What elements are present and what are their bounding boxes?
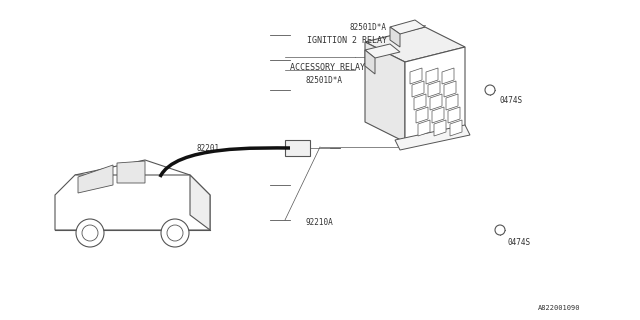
- Polygon shape: [446, 94, 458, 110]
- Polygon shape: [365, 44, 400, 58]
- Polygon shape: [428, 81, 440, 97]
- Polygon shape: [426, 68, 438, 84]
- Text: ACCESSORY RELAY: ACCESSORY RELAY: [290, 62, 365, 71]
- Polygon shape: [55, 175, 210, 230]
- Polygon shape: [395, 125, 470, 150]
- Circle shape: [161, 219, 189, 247]
- Circle shape: [167, 225, 183, 241]
- Polygon shape: [410, 68, 422, 84]
- Polygon shape: [434, 120, 446, 136]
- Polygon shape: [365, 42, 405, 142]
- Polygon shape: [75, 160, 190, 190]
- Polygon shape: [365, 50, 375, 74]
- Polygon shape: [190, 175, 210, 230]
- Polygon shape: [450, 120, 462, 136]
- Polygon shape: [416, 107, 428, 123]
- Text: IGNITION 2 RELAY: IGNITION 2 RELAY: [307, 36, 387, 44]
- Circle shape: [82, 225, 98, 241]
- Polygon shape: [430, 94, 442, 110]
- Text: A822001090: A822001090: [538, 305, 580, 311]
- Polygon shape: [432, 107, 444, 123]
- Polygon shape: [405, 47, 465, 142]
- Polygon shape: [418, 120, 430, 136]
- Circle shape: [76, 219, 104, 247]
- Polygon shape: [390, 27, 400, 47]
- Circle shape: [485, 85, 495, 95]
- Text: 0474S: 0474S: [500, 95, 523, 105]
- Text: 92210A: 92210A: [305, 218, 333, 227]
- Polygon shape: [444, 81, 456, 97]
- Polygon shape: [117, 161, 145, 183]
- Circle shape: [495, 225, 505, 235]
- Polygon shape: [448, 107, 460, 123]
- Polygon shape: [365, 27, 465, 62]
- Polygon shape: [390, 20, 425, 34]
- Polygon shape: [78, 165, 113, 193]
- Text: 82501D*A: 82501D*A: [305, 76, 342, 84]
- Text: 0474S: 0474S: [508, 237, 531, 246]
- Text: 82501D*A: 82501D*A: [350, 22, 387, 31]
- Bar: [285, 140, 310, 156]
- Polygon shape: [414, 94, 426, 110]
- Polygon shape: [442, 68, 454, 84]
- Text: 82201: 82201: [197, 143, 220, 153]
- Polygon shape: [412, 81, 424, 97]
